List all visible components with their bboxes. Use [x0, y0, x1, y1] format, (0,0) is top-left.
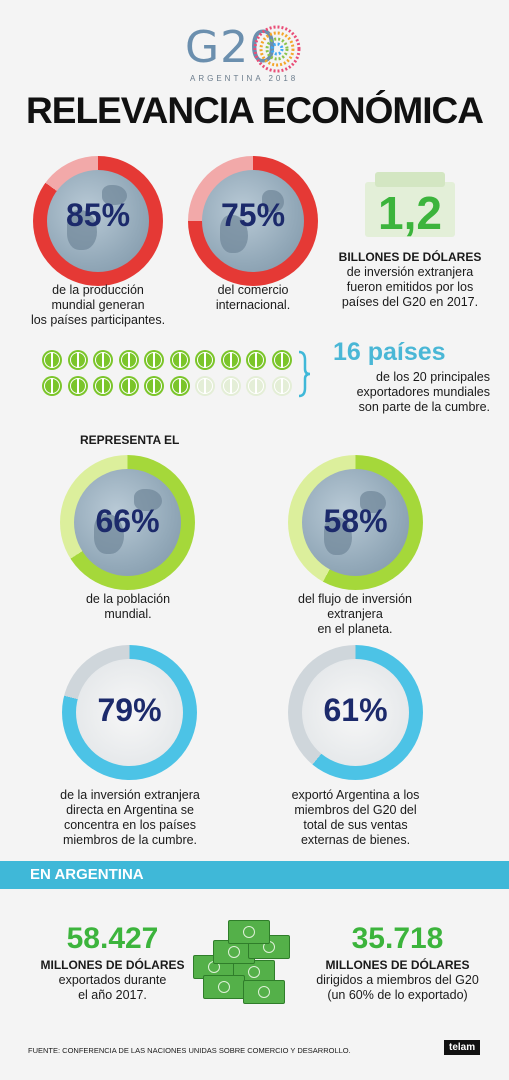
represents-label: REPRESENTA EL [80, 433, 180, 447]
exporters-caption: de los 20 principales exportadores mundia… [356, 370, 490, 414]
globe-coin-icon [42, 376, 62, 396]
investment-caption-bold: BILLONES DE DÓLARES [338, 250, 482, 264]
stat-population-caption: de la población mundial. [85, 592, 171, 621]
g20-flower-icon [253, 25, 301, 73]
stat-production-value: 85% [65, 197, 131, 233]
stat-argentina-fdi-caption: de la inversión extranjera directa en Arg… [60, 788, 200, 847]
g20-logo-text: G20 [185, 22, 279, 73]
globe-coin-icon [118, 350, 139, 370]
page-title: RELEVANCIA ECONÓMICA [26, 90, 484, 131]
globe-icon [47, 170, 149, 272]
globe-coin-icon [195, 376, 215, 396]
exporters-headline: 16 países [333, 338, 446, 366]
money-stack-icon [355, 172, 465, 242]
section-band-label: EN ARGENTINA [30, 866, 144, 883]
money-bills-icon [193, 915, 303, 1010]
globe-coin-icon [220, 376, 241, 396]
stat-investment-flow-caption: del flujo de inversión extranjera en el pl… [298, 592, 412, 636]
stat-trade-value: 75% [220, 197, 286, 233]
stat-argentina-fdi-value: 79% [97, 692, 162, 728]
stat-production-caption: de la producción mundial generan los paíse… [30, 283, 166, 327]
sunburst-icon [76, 659, 183, 766]
exports-total-caption: exportados durante el año 2017. [58, 973, 167, 1002]
source-note: FUENTE: CONFERENCIA DE LAS NACIONES UNID… [28, 1046, 351, 1055]
stat-investment-flow-value: 58% [323, 503, 388, 539]
sunburst-icon [302, 659, 409, 766]
globe-coin-icon [246, 376, 266, 396]
stat-argentina-exports-value: 61% [323, 692, 388, 728]
globe-coin-icon [169, 376, 190, 396]
globe-coin-icon [144, 350, 164, 370]
section-band [0, 861, 509, 889]
exports-total-value: 58.427 [66, 922, 159, 955]
globe-coin-icon [118, 376, 139, 396]
globe-coin-icon [220, 350, 241, 370]
investment-value: 1,2 [378, 187, 442, 239]
globe-coin-icon [169, 350, 190, 370]
g20-logo-subtitle: ARGENTINA 2018 [190, 74, 299, 83]
exporters-icon-grid [42, 350, 302, 400]
globe-icon [74, 469, 181, 576]
globe-icon [202, 170, 304, 272]
globe-icon [302, 469, 409, 576]
exports-g20-caption: dirigidos a miembros del G20 (un 60% de l… [316, 973, 479, 1002]
globe-coin-icon [246, 350, 266, 370]
globe-coin-icon [195, 350, 215, 370]
globe-coin-icon [93, 376, 113, 396]
globe-coin-icon [67, 376, 88, 396]
globe-coin-icon [42, 350, 62, 370]
stat-argentina-exports-caption: exportó Argentina a los miembros del G20 … [291, 788, 420, 847]
globe-coin-icon [67, 350, 88, 370]
exports-total-bold: MILLONES DE DÓLARES [40, 958, 185, 972]
brand-logo: telam [444, 1040, 481, 1055]
investment-caption: de inversión extranjera fueron emitidos p… [341, 265, 479, 309]
globe-coin-icon [144, 376, 164, 396]
stat-population-value: 66% [95, 503, 160, 539]
brace-icon [298, 350, 311, 398]
exports-g20-value: 35.718 [351, 922, 444, 955]
exports-g20-bold: MILLONES DE DÓLARES [325, 958, 470, 972]
globe-coin-icon [93, 350, 113, 370]
globe-coin-icon [271, 376, 292, 396]
stat-trade-caption: del comercio internacional. [215, 283, 291, 312]
globe-coin-icon [271, 350, 292, 370]
